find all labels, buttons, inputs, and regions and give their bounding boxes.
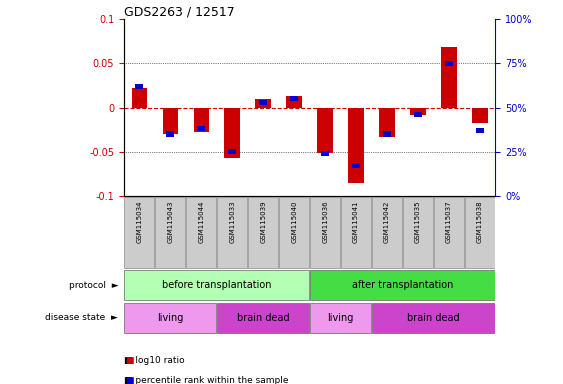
- Text: ■ percentile rank within the sample: ■ percentile rank within the sample: [124, 376, 288, 384]
- FancyBboxPatch shape: [403, 197, 433, 268]
- Bar: [198, 126, 205, 131]
- FancyBboxPatch shape: [124, 197, 154, 268]
- Text: before transplantation: before transplantation: [162, 280, 271, 290]
- Bar: [287, 96, 302, 108]
- Bar: [291, 96, 298, 101]
- Bar: [318, 108, 333, 154]
- FancyBboxPatch shape: [341, 197, 371, 268]
- Text: GSM115043: GSM115043: [167, 200, 173, 243]
- Text: after transplantation: after transplantation: [352, 280, 453, 290]
- Bar: [410, 108, 426, 114]
- Bar: [321, 151, 329, 156]
- Bar: [441, 48, 457, 108]
- Text: ■: ■: [125, 356, 133, 366]
- Text: disease state  ►: disease state ►: [46, 313, 118, 322]
- Text: GDS2263 / 12517: GDS2263 / 12517: [124, 5, 235, 18]
- FancyBboxPatch shape: [310, 197, 340, 268]
- Bar: [225, 108, 240, 158]
- Bar: [260, 99, 267, 105]
- FancyBboxPatch shape: [434, 197, 464, 268]
- Bar: [167, 131, 174, 137]
- FancyBboxPatch shape: [124, 303, 216, 333]
- Text: GSM115040: GSM115040: [291, 200, 297, 243]
- Bar: [352, 163, 360, 169]
- Bar: [379, 108, 395, 137]
- Text: living: living: [328, 313, 354, 323]
- Text: GSM115037: GSM115037: [446, 200, 452, 243]
- Text: ■ log10 ratio: ■ log10 ratio: [124, 356, 185, 366]
- Text: GSM115044: GSM115044: [198, 200, 204, 243]
- FancyBboxPatch shape: [217, 303, 309, 333]
- Text: GSM115033: GSM115033: [229, 200, 235, 243]
- FancyBboxPatch shape: [155, 197, 185, 268]
- FancyBboxPatch shape: [217, 197, 247, 268]
- Text: GSM115039: GSM115039: [260, 200, 266, 243]
- Text: living: living: [157, 313, 184, 323]
- Bar: [132, 88, 147, 108]
- FancyBboxPatch shape: [310, 270, 495, 300]
- Bar: [194, 108, 209, 132]
- Bar: [163, 108, 178, 134]
- Text: brain dead: brain dead: [237, 313, 289, 323]
- FancyBboxPatch shape: [124, 270, 309, 300]
- Bar: [383, 131, 391, 137]
- FancyBboxPatch shape: [279, 197, 309, 268]
- Text: GSM115036: GSM115036: [322, 200, 328, 243]
- Bar: [445, 61, 453, 66]
- Bar: [348, 108, 364, 182]
- Text: GSM115041: GSM115041: [353, 200, 359, 243]
- Bar: [476, 128, 484, 133]
- FancyBboxPatch shape: [372, 303, 495, 333]
- Bar: [414, 112, 422, 117]
- FancyBboxPatch shape: [248, 197, 278, 268]
- Bar: [229, 149, 236, 154]
- Text: brain dead: brain dead: [407, 313, 460, 323]
- Text: ■: ■: [125, 376, 133, 384]
- FancyBboxPatch shape: [465, 197, 495, 268]
- FancyBboxPatch shape: [186, 197, 216, 268]
- Bar: [136, 84, 143, 89]
- Text: GSM115034: GSM115034: [136, 200, 142, 243]
- FancyBboxPatch shape: [372, 197, 402, 268]
- Bar: [472, 108, 488, 123]
- FancyBboxPatch shape: [310, 303, 371, 333]
- Text: GSM115042: GSM115042: [384, 200, 390, 243]
- Text: protocol  ►: protocol ►: [69, 281, 118, 290]
- Bar: [256, 99, 271, 108]
- Text: GSM115038: GSM115038: [477, 200, 483, 243]
- Text: GSM115035: GSM115035: [415, 200, 421, 243]
